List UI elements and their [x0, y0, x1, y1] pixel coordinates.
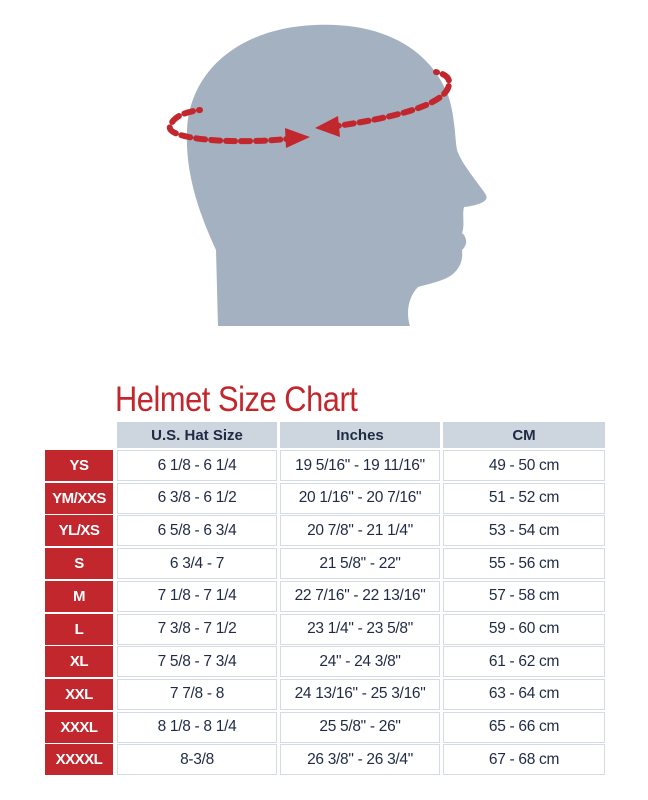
- size-label: XL: [45, 646, 113, 678]
- head-measurement-icon: [166, 24, 487, 327]
- hat-size-cell: 6 1/8 - 6 1/4: [117, 450, 277, 481]
- cm-cell: 63 - 64 cm: [443, 678, 605, 710]
- inches-cell: 20 1/16" - 20 7/16": [280, 482, 440, 514]
- arrow-right-icon: [285, 128, 310, 148]
- inches-cell: 22 7/16" - 22 13/16": [280, 580, 440, 612]
- size-label: YS: [45, 450, 113, 481]
- size-label: L: [45, 613, 113, 645]
- inches-cell: 24" - 24 3/8": [280, 646, 440, 678]
- inches-cell: 21 5/8" - 22": [280, 548, 440, 580]
- inches-cell: 19 5/16" - 19 11/16": [280, 450, 440, 481]
- inches-cell: 26 3/8" - 26 3/4": [280, 744, 440, 776]
- chart-title: Helmet Size Chart: [115, 380, 358, 419]
- tape-dashed-line: [166, 69, 453, 145]
- cm-cell: 53 - 54 cm: [443, 515, 605, 547]
- hat-size-cell: 6 3/8 - 6 1/2: [117, 482, 277, 514]
- cm-cell: 65 - 66 cm: [443, 711, 605, 743]
- hat-size-cell: 8 1/8 - 8 1/4: [117, 711, 277, 743]
- size-label: XXXL: [45, 711, 113, 743]
- size-label: S: [45, 548, 113, 580]
- hat-size-cell: 6 3/4 - 7: [117, 548, 277, 580]
- size-label: YM/XXS: [45, 482, 113, 514]
- cm-cell: 49 - 50 cm: [443, 450, 605, 481]
- inches-cell: 25 5/8" - 26": [280, 711, 440, 743]
- hat-size-cell: 7 3/8 - 7 1/2: [117, 613, 277, 645]
- hat-size-cell: 7 5/8 - 7 3/4: [117, 646, 277, 678]
- arrow-left-icon: [315, 116, 340, 137]
- column-header-inches: Inches: [280, 422, 440, 448]
- cm-cell: 59 - 60 cm: [443, 613, 605, 645]
- cm-cell: 67 - 68 cm: [443, 744, 605, 776]
- cm-cell: 61 - 62 cm: [443, 646, 605, 678]
- column-header-cm: CM: [443, 422, 605, 448]
- hat-size-cell: 7 1/8 - 7 1/4: [117, 580, 277, 612]
- column-header-hat-size: U.S. Hat Size: [117, 422, 277, 448]
- head-silhouette: [186, 24, 487, 327]
- size-label: XXL: [45, 678, 113, 710]
- size-label: XXXXL: [45, 744, 113, 776]
- inches-cell: 23 1/4" - 23 5/8": [280, 613, 440, 645]
- size-label: YL/XS: [45, 515, 113, 547]
- cm-cell: 51 - 52 cm: [443, 482, 605, 514]
- inches-cell: 20 7/8" - 21 1/4": [280, 515, 440, 547]
- size-label: M: [45, 580, 113, 612]
- hat-size-cell: 8-3/8: [117, 744, 277, 776]
- cm-cell: 57 - 58 cm: [443, 580, 605, 612]
- hat-size-cell: 7 7/8 - 8: [117, 678, 277, 710]
- hat-size-cell: 6 5/8 - 6 3/4: [117, 515, 277, 547]
- cm-cell: 55 - 56 cm: [443, 548, 605, 580]
- inches-cell: 24 13/16" - 25 3/16": [280, 678, 440, 710]
